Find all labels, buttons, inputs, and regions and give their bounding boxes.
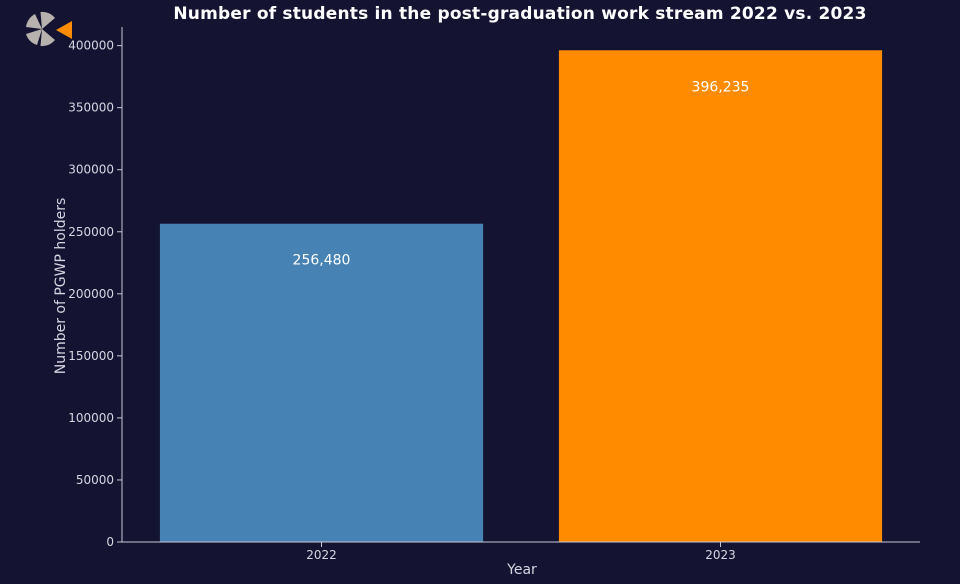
logo-accent-triangle [56, 21, 72, 39]
logo-petals [26, 11, 59, 47]
y-tick-label-400000: 400000 [68, 39, 114, 53]
y-tick-label-300000: 300000 [68, 163, 114, 177]
y-axis-label: Number of PGWP holders [53, 198, 69, 375]
data-label-2023: 396,235 [692, 79, 750, 95]
axes-layer: 2022 2023 0 50000 100000 150000 200000 250000 30… [68, 27, 920, 562]
y-tick-label-50000: 50000 [76, 473, 114, 487]
y-tick-label-200000: 200000 [68, 287, 114, 301]
y-tick-label-250000: 250000 [68, 225, 114, 239]
bar-2022 [159, 223, 484, 542]
y-tick-label-350000: 350000 [68, 101, 114, 115]
x-tick-label-2023: 2023 [705, 548, 736, 562]
y-tick-label-100000: 100000 [68, 411, 114, 425]
segmented-circle-logo-icon [26, 11, 72, 47]
y-tick-label-0: 0 [106, 535, 114, 549]
chart-title: Number of students in the post-graduatio… [173, 4, 867, 24]
x-axis-label: Year [506, 562, 537, 578]
bar-2023 [558, 50, 883, 543]
y-tick-label-150000: 150000 [68, 349, 114, 363]
x-tick-label-2022: 2022 [306, 548, 337, 562]
data-labels-layer: 256,480 396,235 [293, 79, 750, 268]
data-label-2022: 256,480 [293, 253, 351, 269]
bars-layer [159, 50, 883, 543]
